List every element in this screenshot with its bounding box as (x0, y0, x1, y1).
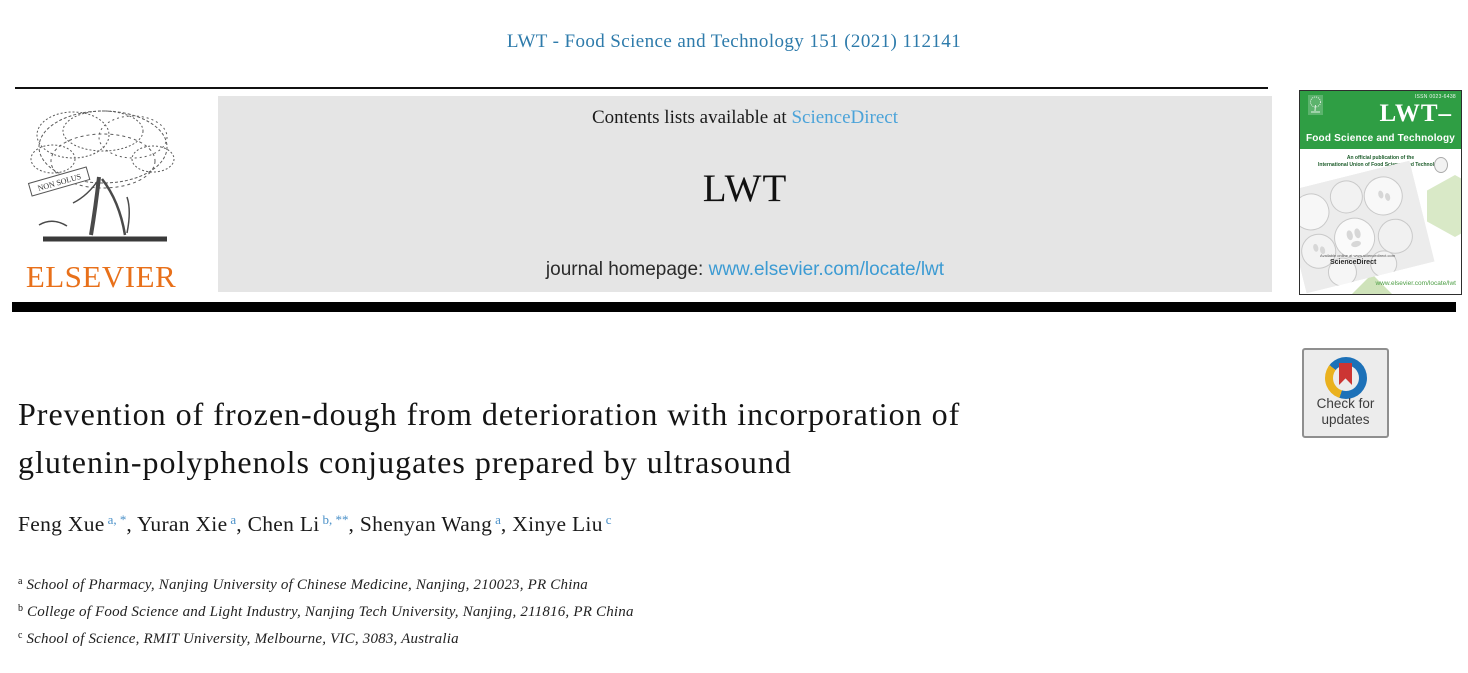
author-separator: , (236, 512, 248, 536)
sciencedirect-link[interactable]: ScienceDirect (791, 107, 899, 128)
cover-sciencedirect-logo: ScienceDirect (1330, 259, 1377, 266)
author: Chen Li b, ** (247, 512, 349, 536)
elsevier-logo[interactable]: NON SOLUS ELSEVIER (15, 97, 187, 297)
article-title-line: glutenin-polyphenols conjugates prepared… (18, 444, 792, 480)
article-title-line: Prevention of frozen-dough from deterior… (18, 396, 961, 432)
cover-elsevier-mini-logo (1308, 95, 1323, 115)
check-for-updates-line1: Check for (1316, 396, 1375, 411)
cover-hexagon-right (1427, 175, 1461, 237)
homepage-line: journal homepage: www.elsevier.com/locat… (218, 259, 1272, 281)
article-title: Prevention of frozen-dough from deterior… (18, 390, 960, 486)
author-superscript: a (495, 512, 501, 527)
author-separator: , (126, 512, 137, 536)
cover-note-line1: An official publication of the (1346, 155, 1415, 161)
affiliation-line: a School of Pharmacy, Nanjing University … (18, 570, 634, 597)
affiliation-text: School of Science, RMIT University, Melb… (26, 631, 459, 647)
cover-issn: ISSN 0023-6438 (1414, 94, 1456, 100)
masthead-divider (12, 302, 1456, 312)
elsevier-wordmark: ELSEVIER (25, 259, 177, 294)
check-for-updates-badge[interactable]: Check for updates (1302, 348, 1389, 438)
author-separator: , (348, 512, 360, 536)
citation-header-link[interactable]: LWT - Food Science and Technology 151 (2… (506, 31, 962, 52)
author: Xinye Liu c (512, 512, 612, 536)
affiliation-superscript: c (18, 630, 23, 641)
crossmark-icon (1324, 357, 1367, 399)
homepage-link[interactable]: www.elsevier.com/locate/lwt (708, 259, 945, 280)
author-superscript: c (605, 512, 612, 527)
affiliation-text: College of Food Science and Light Indust… (27, 604, 634, 620)
homepage-prefix: journal homepage: (545, 259, 709, 280)
crossmark-bookmark-icon (1339, 363, 1352, 385)
cover-food-photo (1300, 160, 1435, 294)
affiliation-line: c School of Science, RMIT University, Mel… (18, 624, 634, 651)
author-superscript: b, ** (322, 512, 349, 527)
affiliation-text: School of Pharmacy, Nanjing University o… (26, 577, 588, 593)
author: Shenyan Wang a (359, 512, 501, 536)
cover-available-online: Available online at www.sciencedirect.co… (1320, 253, 1396, 258)
cover-title: LWT– (1379, 100, 1452, 127)
author: Feng Xue a, * (18, 512, 127, 536)
elsevier-tree-icon: NON SOLUS (27, 110, 175, 242)
author: Yuran Xie a (136, 512, 237, 536)
cover-note-line2: International Union of Food Science and … (1318, 162, 1443, 168)
iufost-emblem (1434, 157, 1448, 173)
cover-subtitle: Food Science and Technology (1305, 133, 1456, 144)
cover-body: An official publication of the Internati… (1300, 149, 1461, 294)
author-list: Feng Xue a, *, Yuran Xie a, Chen Li b, **, … (18, 512, 612, 537)
cover-header-band: ISSN 0023-6438 LWT– Food Science and Tec… (1300, 91, 1461, 149)
author-separator: , (500, 512, 513, 536)
author-superscript: a (230, 512, 237, 527)
affiliation-line: b College of Food Science and Light Indus… (18, 597, 634, 624)
contents-line: Contents lists available at ScienceDirec… (218, 107, 1272, 129)
journal-title: LWT (702, 167, 788, 210)
journal-cover-thumbnail[interactable]: ISSN 0023-6438 LWT– Food Science and Tec… (1299, 90, 1462, 295)
author-superscript: a, * (107, 512, 127, 527)
contents-prefix: Contents lists available at (591, 107, 792, 128)
top-rule (15, 87, 1268, 89)
cover-homepage-url: www.elsevier.com/locate/lwt (1375, 280, 1456, 287)
check-for-updates-label: Check for updates (1304, 396, 1387, 428)
affiliation-list: a School of Pharmacy, Nanjing University … (18, 570, 634, 651)
affiliation-superscript: b (18, 603, 23, 614)
check-for-updates-line2: updates (1321, 412, 1370, 427)
cover-publication-note: An official publication of the Internati… (1316, 155, 1445, 169)
affiliation-superscript: a (18, 576, 23, 587)
journal-masthead: Contents lists available at ScienceDirec… (218, 96, 1272, 292)
